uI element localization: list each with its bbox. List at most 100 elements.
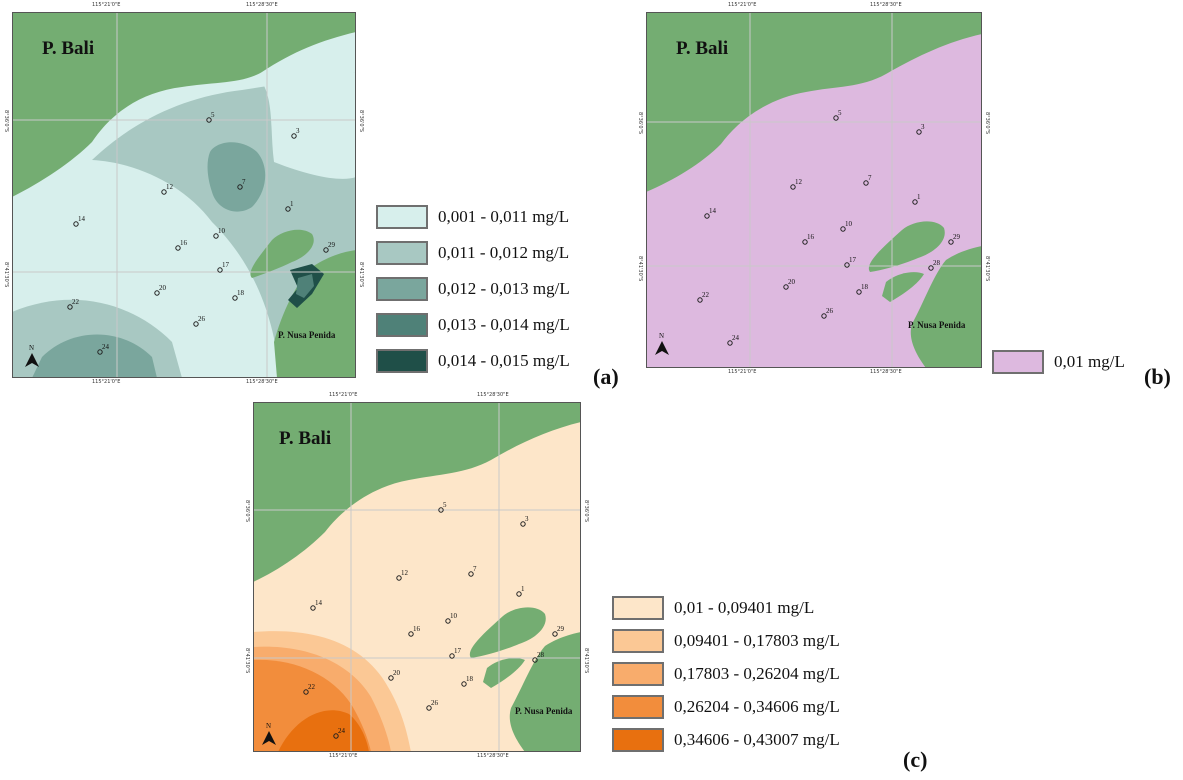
coord-top-right: 115°28'30"E (246, 2, 278, 8)
station-label: 3 (296, 127, 300, 135)
station-label: 1 (917, 193, 921, 201)
north-arrow-icon (655, 341, 669, 355)
station-29: 29 (552, 625, 565, 637)
legend-item: 0,26204 - 0,34606 mg/L (612, 695, 840, 719)
station-marker-icon (697, 297, 703, 303)
station-marker-icon (520, 521, 526, 527)
station-label: 3 (921, 123, 925, 131)
legend-item: 0,17803 - 0,26204 mg/L (612, 662, 840, 686)
legend-label: 0,26204 - 0,34606 mg/L (674, 697, 840, 716)
station-marker-icon (73, 221, 79, 227)
coord-right-bottom: 8°41'30"S (358, 262, 364, 288)
station-label: 1 (521, 585, 525, 593)
station-marker-icon (67, 304, 73, 310)
station-label: 18 (466, 675, 474, 683)
coord-left-bottom: 8°41'30"S (637, 256, 643, 282)
coord-bottom-left: 115°21'0"E (728, 369, 757, 375)
coord-top-left: 115°21'0"E (329, 392, 358, 398)
station-marker-icon (912, 199, 918, 205)
panel-label-a: (a) (593, 364, 619, 389)
station-marker-icon (821, 313, 827, 319)
coord-bottom-right: 115°28'30"E (246, 379, 278, 385)
map-a-land-bali (12, 12, 356, 197)
station-label: 12 (795, 178, 803, 186)
coord-left-bottom: 8°41'30"S (244, 648, 250, 674)
station-26: 26 (426, 699, 439, 711)
station-5: 5 (206, 111, 215, 123)
station-12: 12 (790, 178, 803, 190)
station-20: 20 (783, 278, 796, 290)
station-3: 3 (291, 127, 300, 139)
station-26: 26 (821, 307, 834, 319)
station-1: 1 (285, 200, 294, 212)
legend-label: 0,17803 - 0,26204 mg/L (674, 664, 840, 683)
station-marker-icon (916, 129, 922, 135)
station-7: 7 (468, 565, 477, 577)
map-c-zone-class-5 (278, 710, 369, 752)
map-panel-a: P. Bali P. Nusa Penida N 5 3 7 12 14 1 10 16 29 1… (3, 2, 364, 385)
coord-top-left: 115°21'0"E (92, 2, 121, 8)
station-28: 28 (928, 259, 941, 271)
legend-label: 0,01 mg/L (1054, 352, 1125, 371)
station-22: 22 (697, 291, 710, 303)
legend-label: 0,09401 - 0,17803 mg/L (674, 631, 840, 650)
map-a-zone-class-3-sw (32, 334, 157, 378)
station-label: 17 (454, 647, 462, 655)
map-a-north-arrow: N (25, 344, 39, 367)
map-a-land-nusa-penida (274, 250, 356, 378)
station-17: 17 (844, 256, 857, 268)
station-marker-icon (727, 340, 733, 346)
station-label: 17 (222, 261, 230, 269)
station-marker-icon (323, 247, 329, 253)
coord-left-bottom: 8°41'30"S (3, 262, 9, 288)
map-c-stations: 5 3 12 7 14 1 10 16 29 17 28 20 18 22 26 24 (303, 501, 565, 739)
station-marker-icon (303, 689, 309, 695)
map-b-land-bali (646, 12, 982, 192)
map-a-frame (12, 12, 356, 378)
map-c-land-nusa-penida (509, 632, 581, 752)
station-label: 20 (159, 284, 167, 292)
station-label: 22 (702, 291, 710, 299)
station-marker-icon (928, 265, 934, 271)
map-b-land-nusa-penida (910, 246, 982, 368)
station-marker-icon (552, 631, 558, 637)
map-b-canvas: P. Bali P. Nusa Penida N 5 3 12 7 14 1 10 16 29 1… (646, 12, 982, 368)
station-label: 26 (198, 315, 206, 323)
station-marker-icon (408, 631, 414, 637)
map-b-island-main: P. Bali (676, 38, 728, 59)
station-label: 18 (861, 283, 869, 291)
station-18: 18 (232, 289, 245, 301)
station-17: 17 (217, 261, 230, 273)
station-marker-icon (291, 133, 297, 139)
station-label: 5 (443, 501, 447, 509)
legend-swatch (612, 662, 664, 686)
station-marker-icon (97, 349, 103, 355)
station-marker-icon (802, 239, 808, 245)
station-label: 24 (338, 727, 346, 735)
station-label: 16 (807, 233, 815, 241)
coord-top-left: 115°21'0"E (728, 2, 757, 8)
station-20: 20 (388, 669, 401, 681)
station-marker-icon (161, 189, 167, 195)
station-label: 1 (290, 200, 294, 208)
station-marker-icon (790, 184, 796, 190)
station-marker-icon (863, 180, 869, 186)
station-label: 29 (328, 241, 336, 249)
station-7: 7 (237, 178, 246, 190)
station-label: 16 (413, 625, 421, 633)
station-29: 29 (323, 241, 336, 253)
station-marker-icon (438, 507, 444, 513)
map-b-island-small: P. Nusa Penida (908, 320, 966, 330)
map-a-island-main: P. Bali (42, 38, 94, 59)
legend-item: 0,01 mg/L (992, 350, 1125, 374)
station-24: 24 (727, 334, 740, 346)
legend-label: 0,34606 - 0,43007 mg/L (674, 730, 840, 749)
map-c-island-small: P. Nusa Penida (515, 706, 573, 716)
legend-item: 0,01 - 0,09401 mg/L (612, 596, 814, 620)
map-panel-b: P. Bali P. Nusa Penida N 5 3 12 7 14 1 10 16 29 1… (637, 2, 990, 375)
map-c-island-main: P. Bali (279, 428, 331, 449)
legend-item: 0,013 - 0,014 mg/L (376, 313, 570, 337)
station-marker-icon (388, 675, 394, 681)
station-label: 20 (788, 278, 796, 286)
station-label: 7 (242, 178, 246, 186)
